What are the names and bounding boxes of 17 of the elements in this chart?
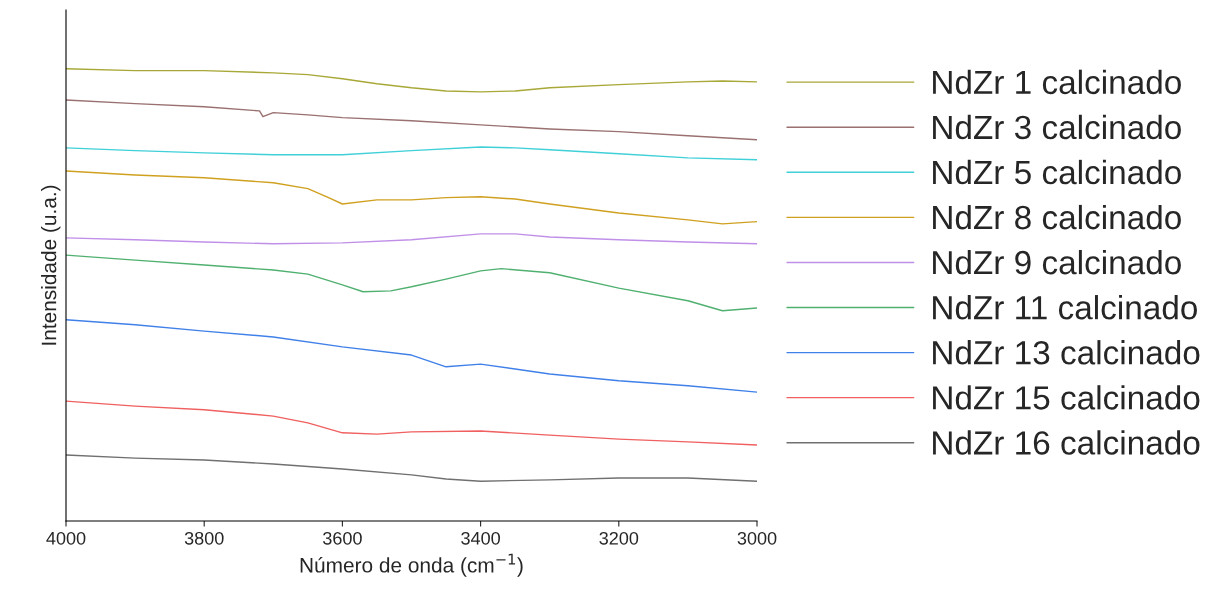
legend-label: NdZr 13 calcinado bbox=[933, 340, 1200, 365]
x-tick-label: 4000 bbox=[46, 531, 86, 545]
x-tick-label: 3000 bbox=[737, 531, 777, 545]
legend-label: NdZr 3 calcinado bbox=[933, 114, 1181, 140]
legend-label: NdZr 8 calcinado bbox=[933, 204, 1181, 230]
legend-label: NdZr 11 calcinado bbox=[933, 295, 1197, 320]
y-axis-title: Intensidade (u.a.) bbox=[41, 185, 61, 345]
x-axis-title: Número de onda (cm$^{−1}$) bbox=[300, 553, 523, 577]
legend-label: NdZr 1 calcinado bbox=[933, 69, 1181, 95]
x-tick-label: 3800 bbox=[184, 531, 224, 545]
legend-label: NdZr 16 calcinado bbox=[933, 430, 1200, 455]
x-tick-label: 3400 bbox=[461, 531, 500, 545]
legend-label: NdZr 15 calcinado bbox=[933, 385, 1200, 410]
x-tick-label: 3200 bbox=[599, 531, 639, 545]
legend-label: NdZr 9 calcinado bbox=[933, 249, 1181, 275]
x-tick-label: 3600 bbox=[323, 531, 362, 545]
legend-label: NdZr 5 calcinado bbox=[933, 159, 1181, 185]
